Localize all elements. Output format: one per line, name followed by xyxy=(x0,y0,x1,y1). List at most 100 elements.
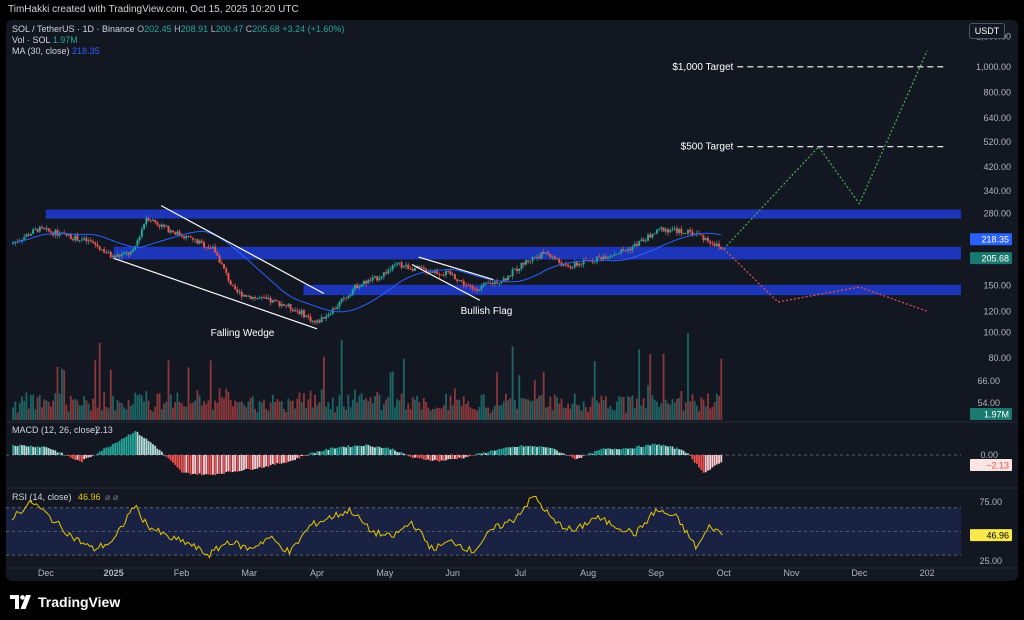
macd-bar xyxy=(447,455,450,460)
macd-bar xyxy=(249,455,252,470)
candle-body xyxy=(627,248,630,251)
volume-bar xyxy=(116,400,119,420)
volume-bar xyxy=(369,397,372,420)
candle-body xyxy=(569,266,572,268)
currency-button[interactable]: USDT xyxy=(969,23,1005,39)
volume-bar xyxy=(65,404,68,420)
macd-bar xyxy=(127,434,130,455)
volume-bar xyxy=(651,395,654,420)
volume-bar xyxy=(704,406,707,420)
volume-bar xyxy=(538,395,541,420)
macd-bar xyxy=(209,455,212,475)
volume-bar xyxy=(338,395,341,420)
candle-body xyxy=(163,224,166,227)
volume-bar xyxy=(41,407,43,420)
volume-bar xyxy=(627,396,629,420)
low-value: 200.47 xyxy=(215,24,244,34)
candle-body xyxy=(591,261,594,263)
candle-body xyxy=(89,240,92,242)
macd-bar xyxy=(456,455,459,460)
volume-bar xyxy=(163,403,165,420)
candle-body xyxy=(225,268,228,273)
volume-bar xyxy=(525,399,527,420)
candle-body xyxy=(660,227,663,229)
volume-bar xyxy=(254,408,256,420)
volume-bar xyxy=(120,403,123,420)
candle-body xyxy=(371,277,374,281)
candle-body xyxy=(402,266,405,268)
candle-body xyxy=(96,244,99,247)
candle-body xyxy=(558,258,561,263)
volume-bar xyxy=(629,397,632,420)
macd-bar xyxy=(180,455,183,473)
macd-title: MACD (12, 26, close) xyxy=(12,425,98,435)
macd-bar xyxy=(129,434,132,455)
volume-bar xyxy=(631,395,634,420)
volume-bar xyxy=(240,401,243,420)
macd-bar xyxy=(21,445,23,455)
macd-bar xyxy=(314,453,316,455)
macd-bar xyxy=(207,455,210,475)
candle-body xyxy=(38,226,41,232)
candle-body xyxy=(691,231,694,236)
macd-bar xyxy=(713,455,716,466)
candle-body xyxy=(451,274,454,276)
volume-bar xyxy=(187,367,190,420)
candle-body xyxy=(385,272,388,274)
symbol-name[interactable]: SOL / TetherUS · 1D · Binance xyxy=(12,24,135,34)
candle-body xyxy=(658,228,661,230)
volume-bar xyxy=(656,401,658,420)
tradingview-logo-icon xyxy=(10,595,31,609)
macd-bar xyxy=(220,455,223,474)
macd-bar xyxy=(442,455,445,461)
macd-bar xyxy=(289,455,292,462)
volume-bar xyxy=(509,398,512,420)
volume-bar xyxy=(256,412,259,420)
volume-bar xyxy=(14,401,17,420)
volume-bar xyxy=(358,395,361,420)
volume-bar xyxy=(613,410,616,420)
macd-bar xyxy=(560,452,563,455)
volume-bar xyxy=(178,401,181,420)
macd-bar xyxy=(365,444,367,455)
volume-bar xyxy=(540,394,543,420)
volume-bar xyxy=(107,408,110,420)
rsi-extra-icons: ⌀ ⌀ xyxy=(105,492,119,502)
candle-body xyxy=(180,235,183,237)
volume-bar xyxy=(303,392,305,420)
macd-bar xyxy=(678,449,681,455)
candle-body xyxy=(307,315,310,317)
candle-body xyxy=(43,227,46,229)
candle-body xyxy=(509,275,512,277)
volume-bar xyxy=(276,398,279,420)
candle-body xyxy=(711,243,714,245)
macd-bar xyxy=(476,453,478,455)
macd-bar xyxy=(502,448,505,455)
candle-body xyxy=(151,219,154,221)
macd-bar xyxy=(647,444,649,455)
candle-body xyxy=(278,301,281,307)
candle-body xyxy=(147,218,150,221)
candle-body xyxy=(203,242,206,248)
ma-legend-label[interactable]: MA (30, close) xyxy=(12,46,70,56)
macd-bar xyxy=(187,455,190,473)
chart-canvas[interactable]: Falling Wedge Bullish Flag $1,000 Target $5… xyxy=(6,20,1018,581)
macd-bar xyxy=(200,455,203,476)
tradingview-logo[interactable]: TradingView xyxy=(10,592,120,612)
volume-bar xyxy=(473,408,476,420)
macd-bar xyxy=(662,444,665,455)
chart-container[interactable]: Falling Wedge Bullish Flag $1,000 Target $5… xyxy=(6,20,1018,581)
macd-bar xyxy=(52,449,54,455)
volume-legend-label[interactable]: Vol · SOL xyxy=(12,35,51,45)
volume-bar xyxy=(267,410,270,420)
macd-bar xyxy=(518,446,521,455)
macd-bar xyxy=(23,445,26,455)
candle-body xyxy=(120,254,123,257)
volume-bar xyxy=(258,401,261,420)
macd-badge-bg xyxy=(970,459,1012,471)
volume-bar xyxy=(132,403,134,420)
candle-body xyxy=(94,242,97,245)
macd-bar xyxy=(438,455,441,462)
macd-bar xyxy=(214,455,217,476)
candle-body xyxy=(709,241,712,244)
